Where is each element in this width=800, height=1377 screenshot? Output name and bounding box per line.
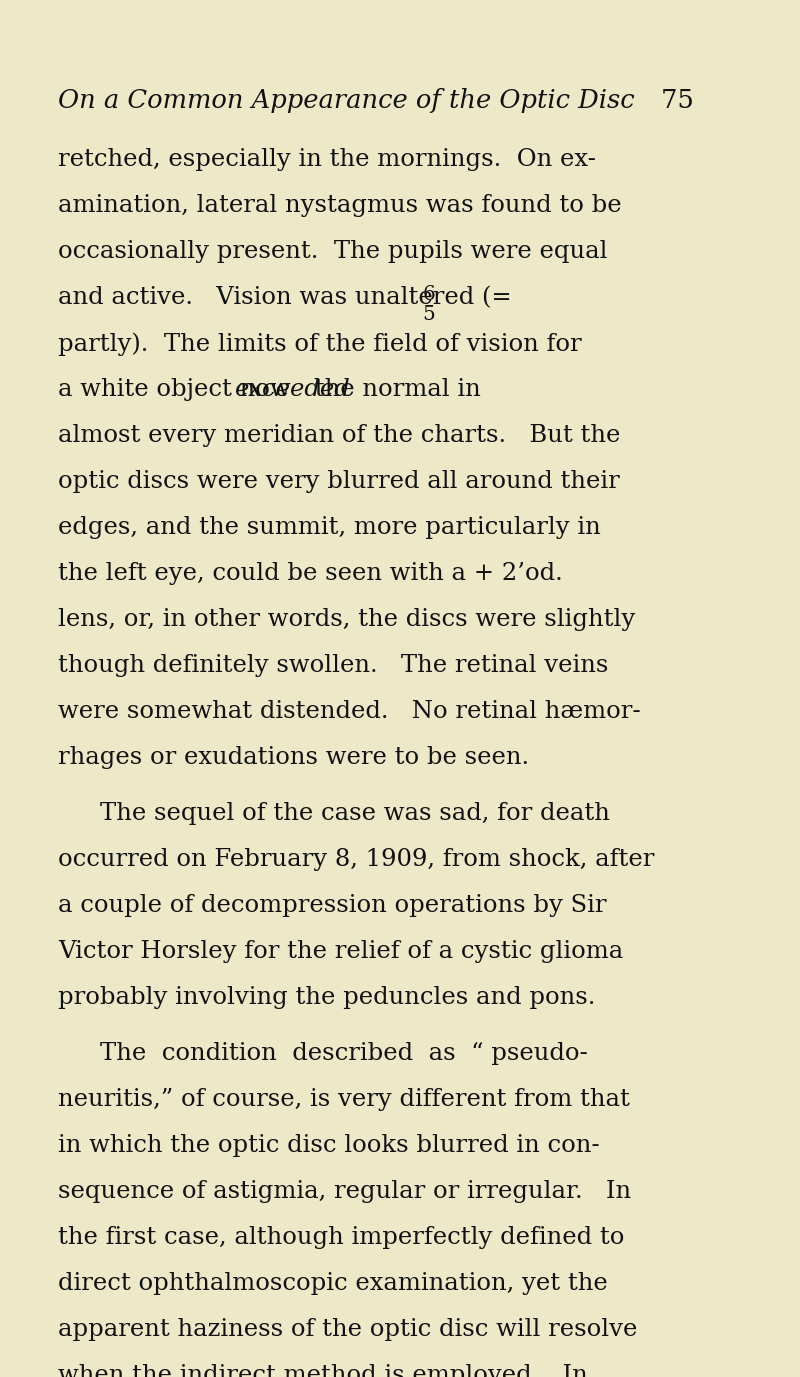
Text: retched, especially in the mornings.  On ex-: retched, especially in the mornings. On …: [58, 147, 596, 171]
Text: when the indirect method is employed.   In: when the indirect method is employed. In: [58, 1365, 588, 1377]
Text: a white object now: a white object now: [58, 379, 298, 401]
Text: rhages or exudations were to be seen.: rhages or exudations were to be seen.: [58, 746, 529, 768]
Text: apparent haziness of the optic disc will resolve: apparent haziness of the optic disc will…: [58, 1318, 638, 1341]
Text: almost every meridian of the charts.   But the: almost every meridian of the charts. But…: [58, 424, 620, 448]
Text: The  condition  described  as  “ pseudo-: The condition described as “ pseudo-: [100, 1042, 588, 1064]
Text: and active.   Vision was unaltered (=: and active. Vision was unaltered (=: [58, 286, 512, 308]
Text: sequence of astigmia, regular or irregular.   In: sequence of astigmia, regular or irregul…: [58, 1180, 631, 1203]
Text: the normal in: the normal in: [306, 379, 481, 401]
Text: lens, or, in other words, the discs were slightly: lens, or, in other words, the discs were…: [58, 609, 635, 631]
Text: The sequel of the case was sad, for death: The sequel of the case was sad, for deat…: [100, 801, 610, 825]
Text: the left eye, could be seen with a + 2’od.: the left eye, could be seen with a + 2’o…: [58, 562, 562, 585]
Text: 6: 6: [422, 285, 435, 304]
Text: 75: 75: [653, 88, 694, 113]
Text: direct ophthalmoscopic examination, yet the: direct ophthalmoscopic examination, yet …: [58, 1272, 608, 1294]
Text: partly).  The limits of the field of vision for: partly). The limits of the field of visi…: [58, 332, 582, 355]
Text: edges, and the summit, more particularly in: edges, and the summit, more particularly…: [58, 516, 601, 538]
Text: the first case, although imperfectly defined to: the first case, although imperfectly def…: [58, 1226, 624, 1249]
Text: On a Common Appearance of the Optic Disc: On a Common Appearance of the Optic Disc: [58, 88, 634, 113]
Text: neuritis,” of course, is very different from that: neuritis,” of course, is very different …: [58, 1088, 630, 1111]
Text: optic discs were very blurred all around their: optic discs were very blurred all around…: [58, 470, 620, 493]
Text: occasionally present.  The pupils were equal: occasionally present. The pupils were eq…: [58, 240, 607, 263]
Text: though definitely swollen.   The retinal veins: though definitely swollen. The retinal v…: [58, 654, 608, 677]
Text: 5: 5: [422, 306, 435, 325]
Text: a couple of decompression operations by Sir: a couple of decompression operations by …: [58, 894, 606, 917]
Text: Victor Horsley for the relief of a cystic glioma: Victor Horsley for the relief of a cysti…: [58, 940, 623, 963]
Text: probably involving the peduncles and pons.: probably involving the peduncles and pon…: [58, 986, 595, 1009]
Text: exceeded: exceeded: [234, 379, 350, 401]
Text: in which the optic disc looks blurred in con-: in which the optic disc looks blurred in…: [58, 1135, 600, 1157]
Text: amination, lateral nystagmus was found to be: amination, lateral nystagmus was found t…: [58, 194, 622, 218]
Text: occurred on February 8, 1909, from shock, after: occurred on February 8, 1909, from shock…: [58, 848, 654, 872]
Text: were somewhat distended.   No retinal hæmor-: were somewhat distended. No retinal hæmo…: [58, 700, 641, 723]
